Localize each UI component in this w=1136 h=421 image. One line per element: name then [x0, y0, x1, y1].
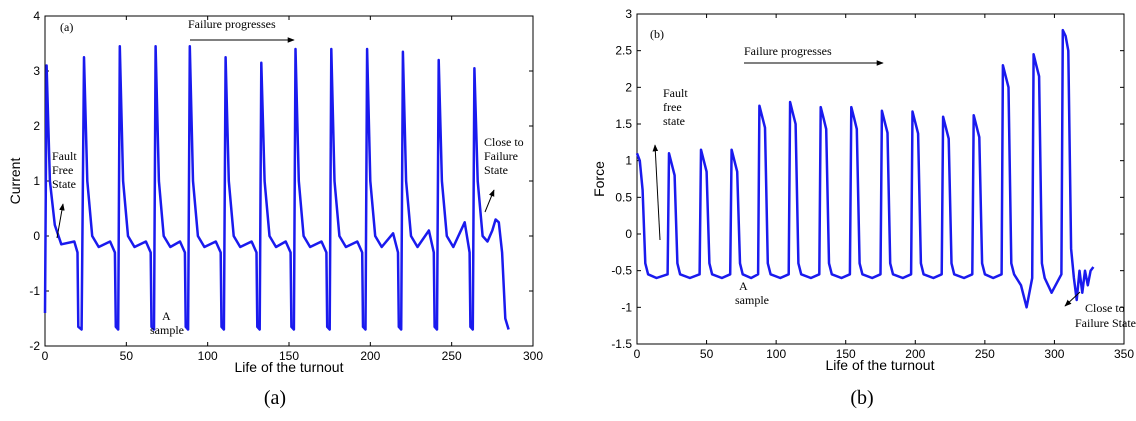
annotation: sample: [735, 293, 769, 307]
y-tick-label: -1: [621, 300, 632, 314]
annotation: Fault: [663, 86, 688, 100]
x-tick-label: 100: [198, 349, 218, 363]
y-tick-label: 2: [625, 80, 632, 94]
caption: (a): [264, 387, 286, 409]
y-tick-label: 0: [33, 229, 40, 243]
x-tick-label: 300: [1044, 347, 1064, 361]
y-axis-label: Current: [7, 158, 23, 205]
y-tick-label: -0.5: [611, 264, 632, 278]
annotation: Failure: [484, 149, 518, 163]
x-axis-label: Life of the turnout: [826, 357, 935, 373]
annotation-arrow: [56, 203, 65, 239]
y-tick-label: 3: [625, 7, 632, 21]
x-tick-label: 250: [975, 347, 995, 361]
y-tick-label: -2: [29, 339, 40, 353]
y-tick-label: 0.5: [615, 190, 632, 204]
annotation: Fault: [52, 149, 77, 163]
x-tick-label: 300: [523, 349, 543, 363]
y-tick-label: 3: [33, 64, 40, 78]
annotation: Close to: [484, 135, 524, 149]
y-tick-label: -1.5: [611, 337, 632, 351]
x-tick-label: 0: [634, 347, 641, 361]
data-line: [43, 45, 510, 331]
annotation: State: [52, 177, 76, 191]
annotation: state: [663, 114, 685, 128]
y-tick-label: 1: [625, 154, 632, 168]
data-line: [635, 28, 1095, 309]
x-tick-label: 250: [442, 349, 462, 363]
y-tick-label: 2: [33, 119, 40, 133]
annotation: A: [162, 309, 171, 323]
annotation: free: [663, 100, 682, 114]
y-tick-label: 0: [625, 227, 632, 241]
y-tick-label: 1: [33, 174, 40, 188]
annotation-arrow: [652, 144, 661, 241]
annotation: Free: [52, 163, 73, 177]
y-axis-label: Force: [591, 161, 607, 197]
x-tick-label: 50: [700, 347, 714, 361]
x-tick-label: 50: [120, 349, 134, 363]
annotation: State: [484, 163, 508, 177]
plot-frame: [636, 13, 1125, 345]
y-tick-label: -1: [29, 284, 40, 298]
annotation: sample: [150, 323, 184, 337]
panel-label: (b): [650, 27, 664, 41]
y-tick-label: 4: [33, 9, 40, 23]
annotation-arrow: [1064, 291, 1081, 307]
y-tick-label: 1.5: [615, 117, 632, 131]
annotation: Failure progresses: [744, 44, 832, 58]
y-tick-label: 2.5: [615, 44, 632, 58]
annotation-arrow: [484, 189, 495, 213]
annotation: A: [739, 279, 748, 293]
panel-label: (a): [60, 20, 73, 34]
x-tick-label: 200: [905, 347, 925, 361]
x-tick-label: 200: [360, 349, 380, 363]
x-tick-label: 0: [42, 349, 49, 363]
x-tick-label: 150: [836, 347, 856, 361]
annotation: Failure progresses: [188, 17, 276, 31]
x-tick-label: 100: [766, 347, 786, 361]
x-axis-label: Life of the turnout: [235, 359, 344, 375]
caption: (b): [850, 387, 873, 409]
annotation: Failure State: [1075, 316, 1136, 330]
x-tick-label: 150: [279, 349, 299, 363]
annotation: Close to: [1085, 301, 1125, 315]
x-tick-label: 350: [1114, 347, 1134, 361]
